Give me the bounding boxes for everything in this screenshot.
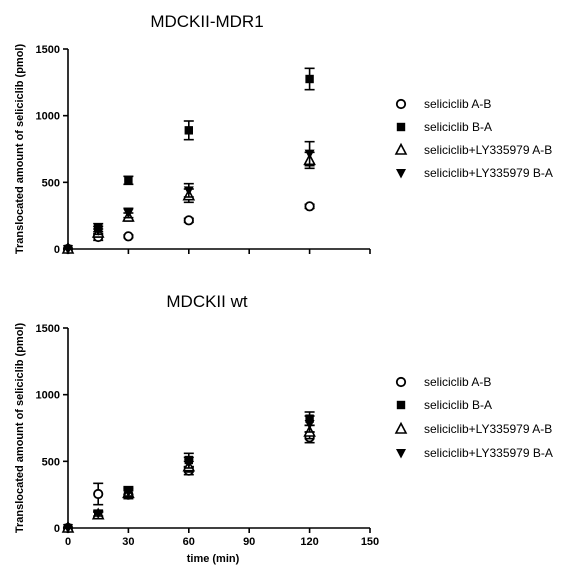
y-tick-label: 1500 — [36, 44, 60, 56]
legend: seliciclib A-B seliciclib B-A seliciclib+L… — [394, 97, 553, 180]
y-axis-title: Translocated amount of seliciclib (pmol) — [14, 44, 26, 255]
y-tick-label: 500 — [42, 456, 60, 468]
data-point — [93, 509, 104, 519]
data-point — [183, 186, 194, 196]
series-seliciclib-ly335979-b-a — [63, 140, 315, 255]
y-axis-title: Translocated amount of seliciclib (pmol) — [14, 323, 26, 534]
legend-marker-seliciclib-ly335979-b-a — [396, 169, 406, 179]
data-point — [304, 420, 315, 430]
y-tick-label: 1000 — [36, 390, 60, 402]
legend-marker-seliciclib-ly335979-a-b — [394, 142, 408, 155]
legend-marker-seliciclib-ly335979-b-a — [396, 449, 406, 459]
y-tick-label: 1500 — [36, 323, 60, 335]
legend-marker-seliciclib-b-a — [396, 122, 406, 132]
x-tick-label: 90 — [243, 536, 255, 548]
data-point — [63, 524, 73, 534]
y-tick-label: 1000 — [36, 111, 60, 123]
legend-label: seliciclib B-A — [424, 398, 492, 412]
data-point — [305, 74, 314, 84]
series-seliciclib-ly335979-b-a — [63, 415, 315, 534]
y-tick-label: 500 — [42, 177, 60, 189]
data-point — [183, 215, 194, 226]
legend-label: seliciclib+LY335979 A-B — [424, 422, 552, 436]
legend-marker-seliciclib-a-b — [395, 376, 407, 388]
data-point — [124, 176, 133, 185]
data-point — [123, 231, 134, 242]
data-point — [93, 488, 104, 500]
legend-marker-seliciclib-ly335979-a-b — [394, 421, 408, 434]
legend: seliciclib A-B seliciclib B-A seliciclib+L… — [394, 375, 553, 460]
legend-marker-seliciclib-a-b — [395, 98, 407, 110]
x-tick-label: 120 — [300, 536, 318, 548]
x-tick-label: 60 — [183, 536, 195, 548]
legend-label: seliciclib+LY335979 A-B — [424, 143, 552, 157]
data-point — [183, 458, 194, 469]
data-point — [184, 126, 193, 135]
legend-label: seliciclib A-B — [424, 375, 491, 389]
x-axis-title: time (min) — [187, 553, 240, 565]
chart-title: MDCKII wt — [166, 292, 248, 311]
legend-label: seliciclib A-B — [424, 97, 491, 111]
chart-panel-2: MDCKII wt 0 500 1000 1500 0 30 60 90 120 150 Transl… — [14, 292, 553, 565]
x-tick-label: 30 — [122, 536, 134, 548]
legend-label: seliciclib B-A — [424, 120, 492, 134]
chart-title: MDCKII-MDR1 — [150, 12, 263, 31]
data-point — [93, 226, 104, 236]
legend-label: seliciclib+LY335979 B-A — [424, 166, 553, 180]
legend-label: seliciclib+LY335979 B-A — [424, 446, 553, 460]
data-point — [304, 201, 315, 212]
x-tick-label: 150 — [361, 536, 379, 548]
chart-panel-1: MDCKII-MDR1 0 500 1000 1500 Translocated amou… — [14, 12, 553, 256]
y-tick-label: 0 — [54, 244, 60, 256]
legend-marker-seliciclib-b-a — [396, 400, 406, 410]
data-point — [304, 149, 315, 160]
y-tick-label: 0 — [54, 523, 60, 535]
data-point — [123, 488, 134, 498]
x-tick-label: 0 — [65, 536, 71, 548]
series-seliciclib-b-a — [63, 67, 315, 254]
data-point — [63, 245, 73, 255]
data-point — [123, 209, 134, 219]
